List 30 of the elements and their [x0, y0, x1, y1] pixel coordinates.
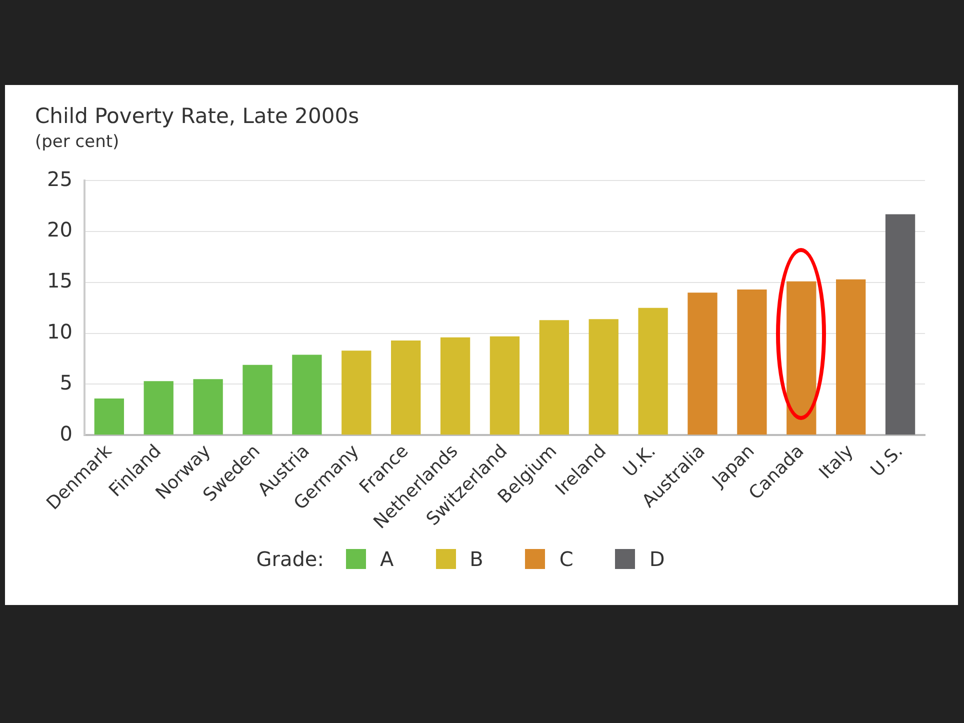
- legend-label: B: [470, 547, 484, 571]
- bar: [638, 308, 668, 435]
- bar: [242, 364, 272, 435]
- y-tick-label: 25: [46, 166, 72, 191]
- bar: [490, 336, 520, 435]
- legend-title: Grade:: [256, 547, 324, 571]
- chart-title: Child Poverty Rate, Late 2000s: [35, 104, 360, 128]
- bar: [440, 337, 470, 435]
- bar: [688, 292, 718, 435]
- bar: [836, 279, 866, 435]
- bar: [342, 350, 372, 435]
- y-tick-label: 0: [60, 421, 72, 446]
- legend-label: A: [380, 547, 394, 571]
- y-tick-label: 15: [46, 268, 72, 293]
- x-tick-label: U.S.: [866, 440, 908, 482]
- y-tick-label: 10: [46, 320, 72, 344]
- y-tick-label: 20: [46, 218, 72, 242]
- bar: [539, 320, 569, 435]
- bar: [588, 319, 618, 435]
- bar: [391, 340, 421, 435]
- legend-label: C: [559, 547, 574, 571]
- bar: [737, 290, 767, 435]
- bar: [144, 381, 174, 435]
- bar: [193, 379, 223, 435]
- bar: [885, 214, 916, 435]
- bar: [94, 398, 124, 435]
- bar: [292, 354, 322, 435]
- y-tick-label: 5: [60, 370, 72, 394]
- chart-subtitle: (per cent): [35, 132, 120, 152]
- legend-label: D: [649, 547, 665, 571]
